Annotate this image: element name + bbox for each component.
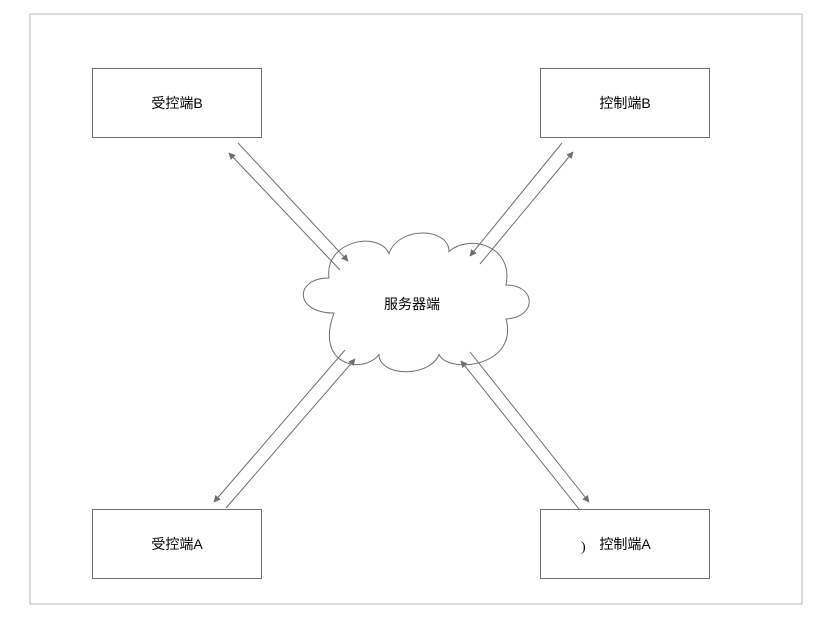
stray-mark-icon: ): [581, 540, 586, 556]
server-label: 服务器端: [384, 296, 440, 312]
node-controller-a: 控制端A ): [540, 509, 710, 579]
node-controlled-a: 受控端A: [92, 509, 262, 579]
diagram-canvas: { "diagram": { "type": "network", "canva…: [0, 0, 828, 618]
node-controller-b: 控制端B: [540, 68, 710, 138]
node-controller-b-label: 控制端B: [599, 93, 650, 113]
node-controlled-b-label: 受控端B: [151, 93, 202, 113]
cloud-label: 服务器端: [384, 294, 440, 314]
node-controlled-b: 受控端B: [92, 68, 262, 138]
node-controlled-a-label: 受控端A: [151, 534, 202, 554]
node-controller-a-label: 控制端A: [599, 534, 650, 554]
